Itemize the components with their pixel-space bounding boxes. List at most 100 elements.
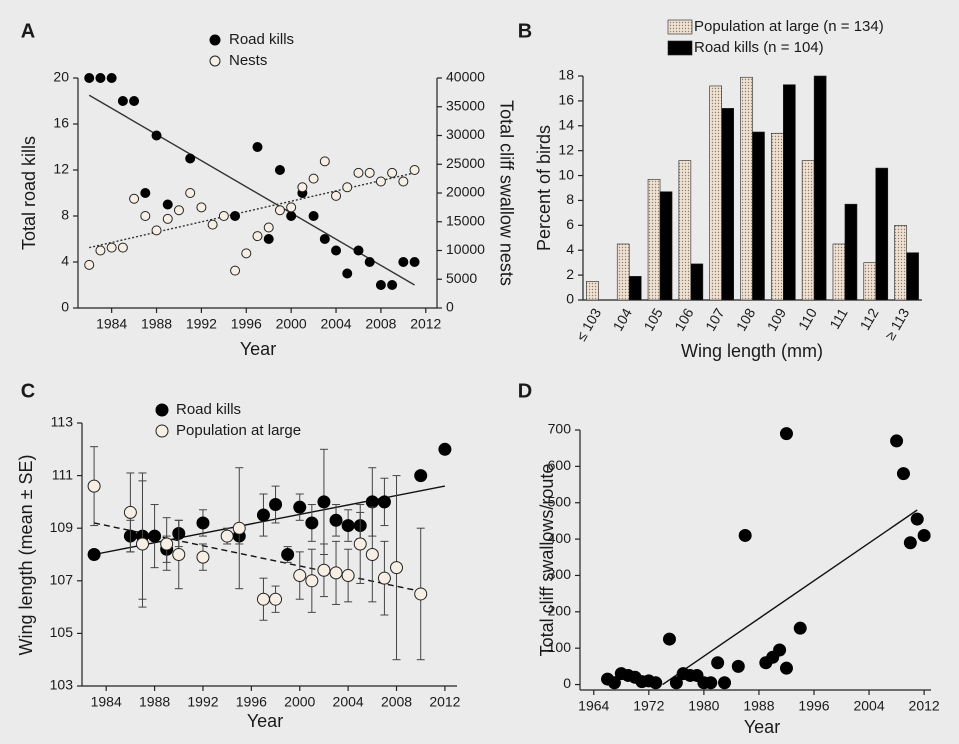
point bbox=[364, 257, 375, 267]
trend-line bbox=[89, 172, 415, 249]
point bbox=[129, 193, 140, 204]
point bbox=[711, 656, 725, 670]
x-tick-label: 1992 bbox=[187, 694, 218, 710]
panel-letter: B bbox=[518, 20, 532, 42]
x-tick-label: 2000 bbox=[276, 316, 307, 332]
point bbox=[738, 528, 752, 542]
point bbox=[649, 676, 663, 690]
legend-marker bbox=[209, 55, 221, 67]
y-tick-label: 10 bbox=[558, 166, 574, 182]
y-axis-label: Percent of birds bbox=[534, 125, 554, 251]
y-tick-label: 105 bbox=[50, 624, 74, 640]
bar bbox=[647, 178, 661, 301]
x-axis-label: Year bbox=[247, 711, 283, 731]
y-tick-label: 107 bbox=[50, 572, 74, 588]
y-tick-label: 12 bbox=[558, 141, 574, 157]
bar bbox=[813, 75, 827, 301]
x-tick-label: 2004 bbox=[853, 698, 884, 714]
bar bbox=[628, 276, 642, 301]
point bbox=[252, 231, 263, 242]
point bbox=[297, 182, 308, 193]
bar bbox=[752, 131, 765, 301]
y-tick-label: 8 bbox=[61, 207, 69, 223]
point bbox=[269, 498, 283, 512]
x-tick-label: 110 bbox=[795, 305, 820, 333]
point bbox=[129, 96, 140, 106]
y-tick-label: 8 bbox=[566, 191, 574, 207]
point bbox=[185, 153, 196, 164]
point bbox=[793, 621, 807, 635]
x-tick-label: 1996 bbox=[231, 316, 262, 332]
point bbox=[148, 529, 162, 543]
y2-tick-label: 40000 bbox=[446, 69, 485, 85]
x-axis-label: Year bbox=[744, 717, 780, 737]
point bbox=[241, 248, 252, 259]
x-tick-label: 107 bbox=[702, 305, 728, 333]
point bbox=[162, 199, 173, 210]
x-tick-label: 1988 bbox=[139, 694, 170, 710]
point bbox=[387, 280, 398, 290]
bar bbox=[678, 160, 692, 301]
x-tick-label: ≥ 113 bbox=[882, 305, 913, 343]
y-tick-label: 0 bbox=[563, 675, 571, 691]
point bbox=[274, 205, 285, 216]
point bbox=[281, 548, 295, 561]
point bbox=[317, 563, 331, 577]
y-tick-label: 300 bbox=[548, 566, 572, 582]
point bbox=[196, 516, 210, 530]
bar bbox=[709, 85, 722, 301]
point bbox=[151, 225, 162, 236]
panel-letter: C bbox=[21, 380, 35, 402]
x-tick-label: 112 bbox=[857, 305, 882, 333]
y-tick-label: 0 bbox=[61, 299, 69, 315]
point bbox=[87, 479, 101, 493]
point bbox=[106, 73, 117, 83]
point bbox=[117, 96, 128, 106]
point bbox=[718, 676, 732, 690]
point bbox=[263, 234, 274, 244]
bar bbox=[721, 108, 734, 301]
point bbox=[890, 434, 904, 448]
point bbox=[185, 188, 196, 198]
point bbox=[305, 516, 319, 530]
point bbox=[414, 469, 428, 483]
point bbox=[207, 219, 218, 230]
y-tick-label: 18 bbox=[558, 67, 574, 83]
y-tick-label: 400 bbox=[548, 530, 572, 546]
y2-tick-label: 25000 bbox=[446, 155, 485, 171]
y2-tick-label: 35000 bbox=[446, 97, 485, 113]
point bbox=[319, 234, 330, 244]
bar bbox=[690, 263, 704, 301]
point bbox=[342, 268, 353, 279]
point bbox=[95, 245, 106, 256]
y-tick-label: 16 bbox=[53, 115, 69, 131]
x-axis-label: Wing length (mm) bbox=[681, 341, 823, 361]
y-tick-label: 103 bbox=[50, 677, 74, 693]
x-tick-label: 1972 bbox=[633, 698, 664, 714]
bar bbox=[659, 191, 673, 301]
panel-letter: A bbox=[21, 20, 35, 42]
point bbox=[196, 202, 207, 213]
y-tick-label: 500 bbox=[548, 493, 572, 509]
y-tick-label: 20 bbox=[53, 69, 69, 85]
y-tick-label: 6 bbox=[566, 216, 574, 232]
point bbox=[353, 245, 364, 256]
legend-label: Road kills bbox=[176, 401, 241, 418]
point bbox=[607, 676, 621, 690]
y2-tick-label: 20000 bbox=[446, 184, 485, 200]
point bbox=[329, 513, 343, 527]
point bbox=[390, 561, 404, 575]
y-tick-label: 700 bbox=[548, 421, 572, 437]
x-tick-label: 106 bbox=[671, 305, 697, 333]
point bbox=[387, 167, 398, 178]
point bbox=[414, 587, 428, 601]
point bbox=[95, 73, 106, 83]
point bbox=[286, 211, 297, 221]
point bbox=[365, 548, 379, 561]
point bbox=[123, 505, 137, 519]
y-tick-label: 111 bbox=[52, 466, 73, 482]
y-axis-label: Total road kills bbox=[19, 136, 39, 250]
point bbox=[779, 661, 793, 675]
point bbox=[342, 182, 353, 193]
